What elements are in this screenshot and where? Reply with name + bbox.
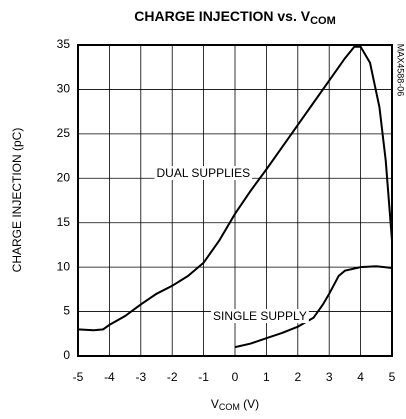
chart-title: CHARGE INJECTION vs. VCOM	[134, 8, 336, 27]
x-tick-label: -1	[198, 370, 209, 384]
y-tick-label: 30	[57, 82, 71, 96]
data-line	[234, 265, 393, 349]
series-label: DUAL SUPPLIES	[157, 166, 251, 180]
x-tick-label: -3	[135, 370, 146, 384]
x-label-main: V	[211, 397, 219, 411]
label-background	[211, 309, 309, 324]
y-axis-label: CHARGE INJECTION (pC)	[10, 128, 24, 273]
title-sub: COM	[310, 15, 336, 27]
side-label: MAX4588-06	[396, 44, 406, 97]
x-tick-label: -5	[73, 370, 84, 384]
y-tick-label: 25	[57, 126, 71, 140]
y-tick-label: 10	[57, 259, 71, 273]
x-tick-label: 3	[326, 370, 333, 384]
y-tick-label: 5	[63, 304, 70, 318]
x-label-unit: (V)	[240, 397, 259, 411]
title-main: CHARGE INJECTION vs. V	[134, 8, 310, 24]
plot-frame	[77, 44, 393, 357]
x-tick-label: 4	[357, 370, 364, 384]
x-tick-label: 1	[263, 370, 270, 384]
x-tick-label: 0	[232, 370, 239, 384]
x-tick-label: -4	[104, 370, 115, 384]
x-tick-label: 2	[294, 370, 301, 384]
data-line	[77, 45, 393, 332]
series-label: SINGLE SUPPLY	[213, 309, 307, 323]
y-tick-label: 15	[57, 215, 71, 229]
x-tick-label: -2	[167, 370, 178, 384]
y-tick-label: 0	[63, 348, 70, 362]
x-axis-label: VCOM (V)	[211, 397, 259, 412]
label-background	[154, 166, 253, 181]
y-tick-label: 35	[57, 37, 71, 51]
x-label-sub: COM	[219, 402, 240, 412]
x-tick-label: 5	[389, 370, 396, 384]
y-tick-label: 20	[57, 170, 71, 184]
